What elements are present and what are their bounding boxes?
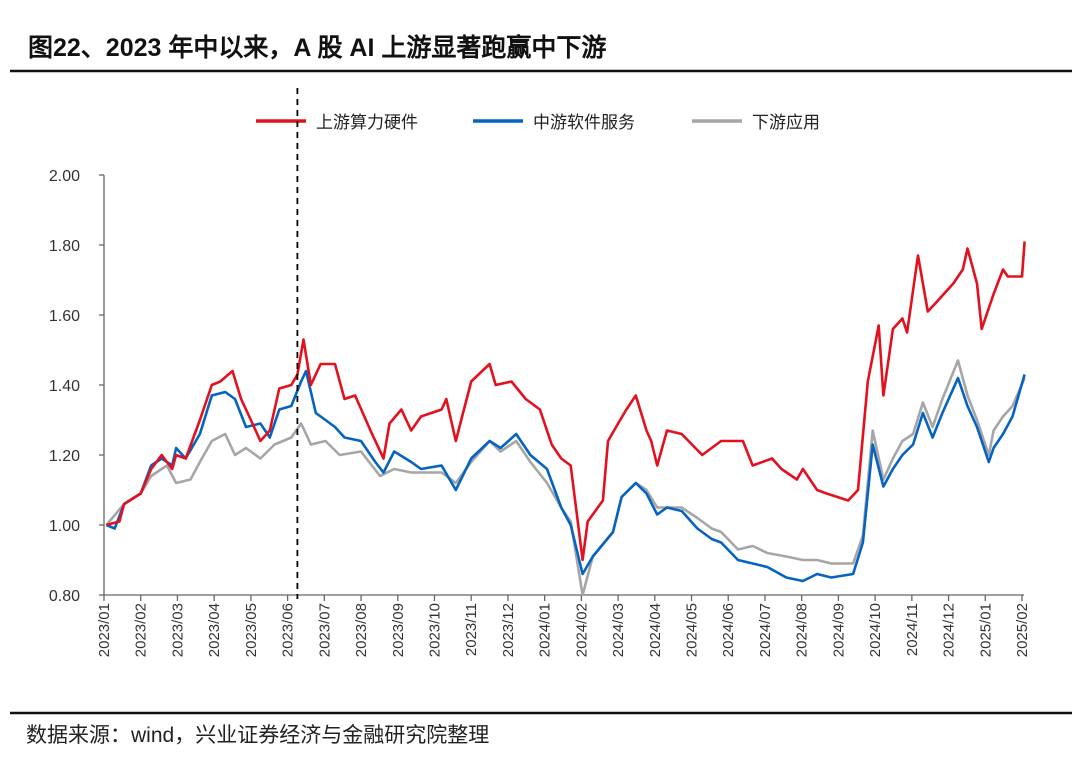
series-lines	[105, 241, 1026, 597]
x-tick-label: 2023/08	[353, 603, 370, 657]
x-tick-label: 2023/01	[96, 603, 113, 657]
x-axis: 2023/01 2023/02 2023/03 2023/04 2023/05 2023/…	[96, 594, 1031, 657]
x-tick-label: 2024/11	[904, 603, 921, 656]
x-tick-label: 2023/05	[243, 603, 260, 657]
x-tick-label: 2023/03	[169, 603, 186, 657]
legend-label-midstream: 中游软件服务	[533, 113, 635, 132]
series-upstream-line	[106, 241, 1026, 562]
y-tick-label: 1.00	[49, 518, 80, 535]
y-tick-label: 0.80	[49, 588, 80, 605]
x-tick-label: 2025/01	[977, 603, 994, 657]
x-tick-label: 2024/06	[720, 603, 737, 657]
x-tick-label: 2024/05	[684, 603, 701, 657]
x-tick-label: 2024/08	[794, 603, 811, 657]
x-tick-label: 2024/09	[830, 603, 847, 657]
x-tick-label: 2023/02	[133, 603, 150, 657]
legend-item-midstream: 中游软件服务	[473, 113, 635, 132]
x-tick-label: 2023/07	[316, 603, 333, 657]
legend: 上游算力硬件 中游软件服务 下游应用	[256, 113, 820, 132]
y-tick-label: 1.40	[49, 378, 80, 395]
x-tick-label: 2024/02	[573, 603, 590, 657]
x-tick-label: 2024/03	[610, 603, 627, 657]
legend-label-upstream: 上游算力硬件	[316, 113, 418, 132]
series-midstream-line	[105, 369, 1026, 583]
legend-item-upstream: 上游算力硬件	[256, 113, 418, 132]
y-axis: 0.80 1.00 1.20 1.40 1.60 1.80 2.00	[49, 168, 105, 605]
x-tick-label: 2024/01	[537, 603, 554, 657]
x-tick-label: 2023/11	[463, 603, 480, 656]
x-tick-label: 2025/02	[1014, 603, 1031, 657]
x-tick-label: 2023/10	[426, 603, 443, 657]
x-tick-label: 2024/10	[867, 603, 884, 657]
legend-label-downstream: 下游应用	[752, 113, 820, 132]
x-tick-label: 2023/06	[280, 603, 297, 657]
y-tick-label: 1.60	[49, 308, 80, 325]
y-tick-label: 1.20	[49, 448, 80, 465]
x-tick-label: 2023/12	[500, 603, 517, 657]
x-tick-label: 2024/12	[941, 603, 958, 657]
legend-item-downstream: 下游应用	[692, 113, 820, 132]
x-tick-label: 2024/07	[757, 603, 774, 657]
x-tick-label: 2023/04	[206, 603, 223, 657]
x-tick-label: 2023/09	[390, 603, 407, 657]
y-tick-label: 2.00	[49, 168, 80, 185]
x-tick-label: 2024/04	[647, 603, 664, 657]
y-tick-label: 1.80	[49, 238, 80, 255]
chart-title: 图22、2023 年中以来，A 股 AI 上游显著跑赢中下游	[28, 33, 606, 62]
source-note: 数据来源：wind，兴业证券经济与金融研究院整理	[26, 724, 489, 747]
